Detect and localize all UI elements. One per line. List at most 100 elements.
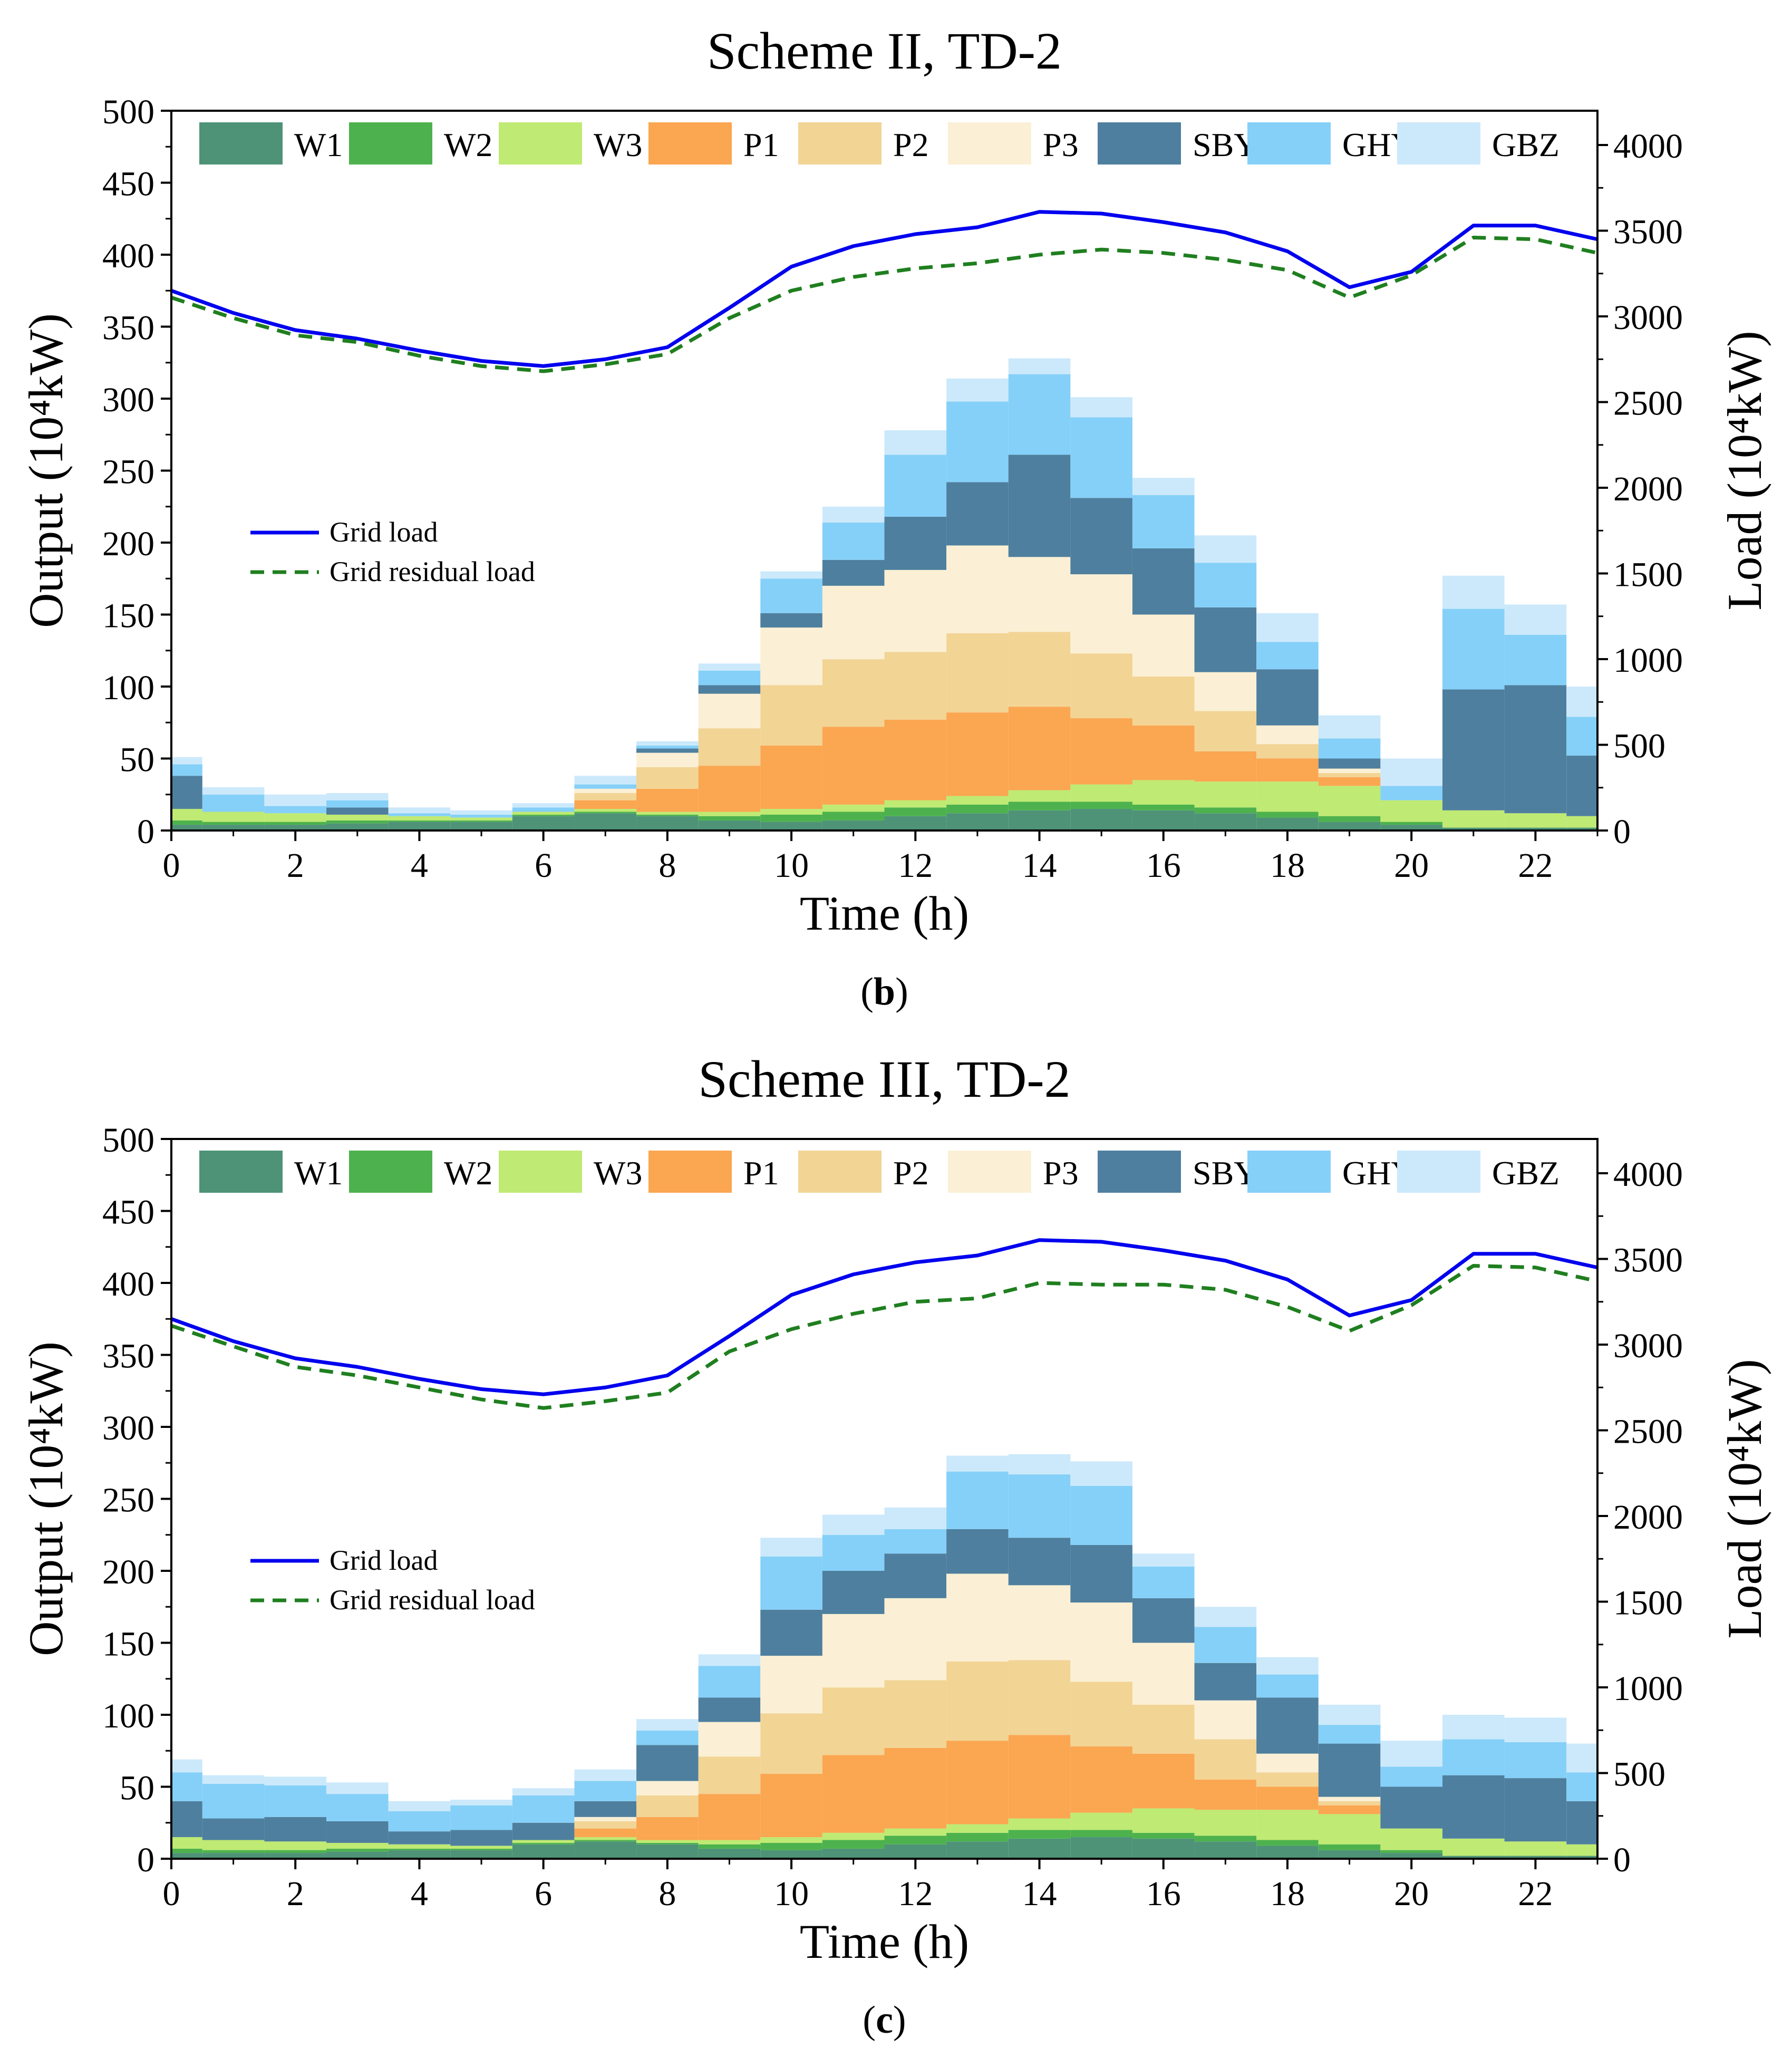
bar-sby-h12 (884, 1553, 947, 1598)
bar-w1-h18 (1256, 1846, 1319, 1859)
xtick-label: 20 (1394, 1875, 1429, 1913)
xtick-label: 0 (163, 846, 180, 885)
bar-w3-h22 (1504, 813, 1567, 828)
xtick-label: 2 (287, 1875, 304, 1913)
bar-gbz-h12 (884, 430, 947, 455)
bar-ghy-h6 (512, 807, 575, 812)
bar-p3-h14 (1008, 1585, 1071, 1660)
chart-title: Scheme II, TD-2 (707, 22, 1062, 80)
ytick-label: 500 (102, 1121, 154, 1160)
bar-gbz-h13 (946, 1455, 1009, 1472)
bar-gbz-h15 (1070, 397, 1132, 418)
bar-p3-h8 (636, 1781, 699, 1795)
ytick-label: 250 (102, 453, 154, 491)
bar-p2-h14 (1008, 1660, 1071, 1735)
bar-sby-h18 (1256, 1697, 1319, 1754)
bar-p2-h8 (636, 767, 699, 789)
bar-w1-h4 (388, 822, 451, 830)
bar-p2-h15 (1070, 1682, 1132, 1747)
bar-gbz-h7 (574, 1769, 637, 1781)
legend-label-sby: SBY (1193, 1154, 1258, 1192)
bar-w3-h15 (1070, 1812, 1132, 1830)
bar-w3-h13 (946, 1824, 1009, 1833)
xtick-label: 12 (898, 846, 933, 885)
bar-w3-h0 (171, 809, 202, 820)
bar-p1-h12 (884, 1747, 947, 1829)
bar-p3-h12 (884, 1598, 947, 1681)
xtick-label: 4 (411, 846, 428, 885)
bar-w2-h4 (388, 820, 451, 822)
bar-sby-h23 (1566, 756, 1597, 816)
bar-w1-h6 (512, 816, 575, 830)
bar-gbz-h17 (1194, 1607, 1257, 1627)
legend-swatch-p1 (648, 1151, 732, 1193)
bar-ghy-h21 (1442, 1739, 1505, 1775)
bar-p1-h7 (574, 1828, 637, 1838)
bar-w2-h9 (698, 816, 761, 820)
bar-p3-h13 (946, 1573, 1009, 1662)
bar-ghy-h4 (388, 1811, 451, 1832)
ytick-label: 450 (102, 165, 154, 204)
bar-p1-h16 (1132, 1753, 1195, 1809)
bar-w1-h22 (1504, 1856, 1567, 1859)
bar-w3-h11 (822, 1832, 885, 1840)
legend-label-p3: P3 (1043, 126, 1079, 163)
bar-p1-h13 (946, 1741, 1009, 1824)
bar-w3-h8 (636, 812, 699, 815)
bar-p2-h15 (1070, 653, 1132, 719)
bar-w3-h10 (760, 1837, 822, 1843)
line-grid-load (170, 1238, 1598, 1396)
bar-w3-h23 (1566, 1844, 1597, 1856)
bars (171, 1454, 1597, 1859)
legend-line-label: Grid load (330, 516, 438, 548)
xtick-label: 18 (1270, 846, 1305, 885)
ytick-label: 100 (102, 669, 154, 707)
bar-w3-h1 (202, 1840, 265, 1850)
legend-swatch-p3 (948, 1151, 1031, 1193)
bar-p2-h19 (1318, 772, 1381, 777)
bar-w3-h10 (760, 809, 822, 815)
bar-w3-h13 (946, 796, 1009, 805)
bar-gbz-h15 (1070, 1461, 1132, 1486)
bar-gbz-h23 (1566, 1743, 1597, 1773)
bar-w1-h1 (202, 825, 265, 830)
bar-p1-h10 (760, 745, 822, 809)
x-axis-label: Time (h) (800, 886, 969, 940)
chart-title: Scheme III, TD-2 (698, 1050, 1070, 1108)
bar-sby-h10 (760, 1609, 822, 1656)
bar-p2-h9 (698, 1756, 761, 1794)
bar-ghy-h19 (1318, 1725, 1381, 1744)
bar-ghy-h9 (698, 1666, 761, 1698)
bar-w3-h0 (171, 1837, 202, 1849)
bar-ghy-h16 (1132, 1566, 1195, 1598)
bar-w2-h17 (1194, 1836, 1257, 1842)
y2tick-label: 2500 (1613, 1413, 1683, 1451)
bar-w1-h20 (1380, 825, 1442, 830)
y2tick-label: 1000 (1613, 1669, 1683, 1708)
ytick-label: 450 (102, 1193, 154, 1232)
bar-w1-h15 (1070, 809, 1132, 830)
bar-w1-h21 (1442, 1856, 1505, 1859)
bar-p3-h11 (822, 585, 885, 660)
bar-w2-h19 (1318, 816, 1381, 822)
bar-p2-h11 (822, 1687, 885, 1755)
bar-sby-h11 (822, 1571, 885, 1614)
bar-w1-h17 (1194, 813, 1257, 830)
legend-label-w1: W1 (294, 1154, 343, 1192)
bar-w3-h22 (1504, 1841, 1567, 1856)
bar-w2-h0 (171, 1848, 202, 1853)
bar-sby-h4 (388, 1831, 451, 1844)
line-grid-residual-load (170, 1264, 1598, 1410)
bar-p1-h7 (574, 800, 637, 809)
bar-p2-h10 (760, 685, 822, 746)
bar-w3-h16 (1132, 780, 1195, 805)
bar-ghy-h14 (1008, 1474, 1071, 1538)
bar-w3-h23 (1566, 816, 1597, 828)
bar-w1-h2 (264, 825, 327, 830)
bar-p2-h16 (1132, 1704, 1195, 1754)
bar-w3-h8 (636, 1840, 699, 1843)
bar-p2-h18 (1256, 1772, 1319, 1787)
bar-w3-h6 (512, 1840, 575, 1843)
bar-sby-h3 (326, 807, 389, 815)
bar-ghy-h13 (946, 1471, 1009, 1529)
